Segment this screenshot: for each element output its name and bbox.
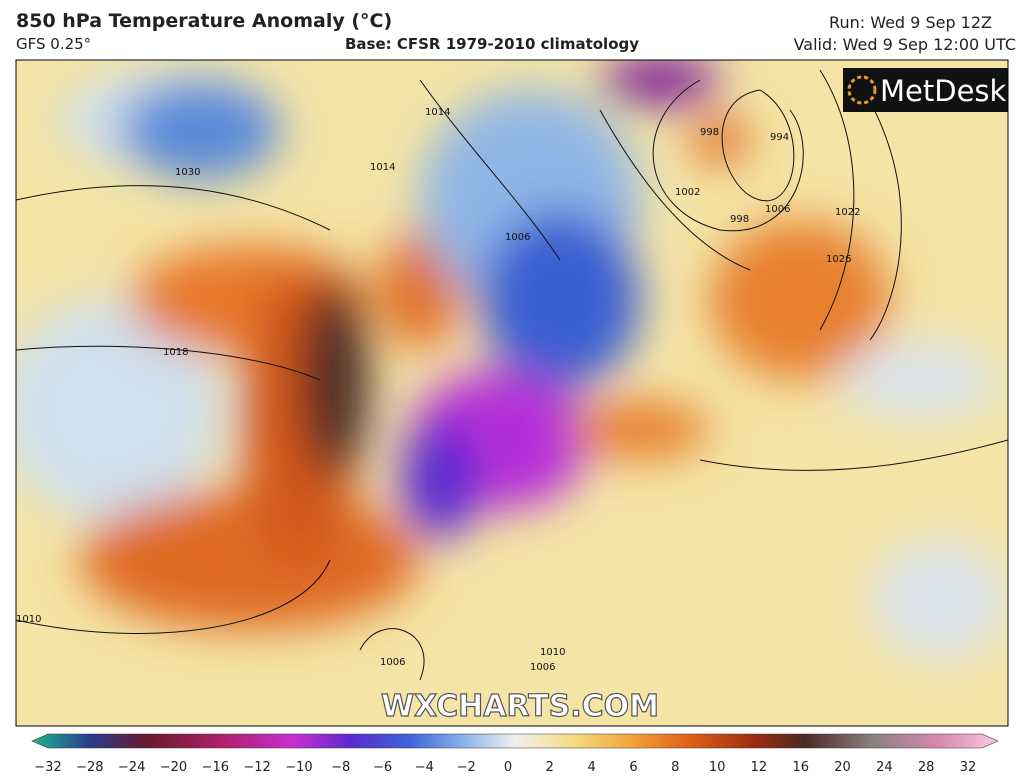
logo-box bbox=[843, 68, 1008, 112]
logo: MetDesk bbox=[880, 74, 1007, 108]
isobar-label: 1014 bbox=[425, 107, 450, 118]
isobar-label: 1014 bbox=[370, 162, 395, 173]
isobar-label: 1026 bbox=[826, 254, 851, 265]
colorbar-label: −2 bbox=[457, 760, 476, 775]
colorbar-label: 32 bbox=[960, 760, 977, 775]
colorbar-label: −6 bbox=[373, 760, 392, 775]
isobar-label: 1010 bbox=[16, 614, 41, 625]
colorbar-label: 20 bbox=[834, 760, 851, 775]
isobar-label: 994 bbox=[770, 132, 789, 143]
title: 850 hPa Temperature Anomaly (°C) bbox=[16, 10, 393, 32]
isobars bbox=[16, 69, 1008, 681]
valid: Valid: Wed 9 Sep 12:00 UTC bbox=[793, 35, 1016, 54]
colorbar-label: −16 bbox=[202, 760, 229, 775]
base: Base: CFSR 1979-2010 climatology bbox=[345, 35, 640, 53]
run: Run: Wed 9 Sep 12Z bbox=[829, 13, 992, 32]
colorbar-label: −10 bbox=[285, 760, 312, 775]
map-border bbox=[15, 59, 1009, 727]
isobar-label: 1006 bbox=[505, 232, 530, 243]
isobar-label: 1018 bbox=[163, 347, 188, 358]
colorbar-label: −24 bbox=[118, 760, 145, 775]
isobar-label: 998 bbox=[730, 214, 749, 225]
isobar-label: 1010 bbox=[540, 647, 565, 658]
logo-icon bbox=[847, 75, 877, 105]
map: 1030 1014 1014 1006 1002 998 994 1006 99… bbox=[16, 60, 1008, 726]
isobar-label: 1006 bbox=[380, 657, 405, 668]
colorbar-label: 0 bbox=[504, 760, 512, 775]
colorbar-label: 2 bbox=[546, 760, 554, 775]
watermark: WXCHARTS.COM bbox=[381, 689, 659, 724]
model: GFS 0.25° bbox=[16, 35, 92, 53]
colorbar-label: 24 bbox=[876, 760, 893, 775]
colorbar-label: 16 bbox=[792, 760, 809, 775]
isobar-label: 998 bbox=[700, 127, 719, 138]
colorbar-label: −32 bbox=[34, 760, 61, 775]
colorbar bbox=[31, 733, 999, 749]
colorbar-label: 28 bbox=[918, 760, 935, 775]
colorbar-label: 8 bbox=[671, 760, 679, 775]
isobar-label: 1022 bbox=[835, 207, 860, 218]
colorbar-label: 4 bbox=[587, 760, 595, 775]
colorbar-label: 12 bbox=[751, 760, 768, 775]
colorbar-label: −28 bbox=[76, 760, 103, 775]
colorbar-labels: −32 −28 −24 −20 −16 −12 −10 −8 −6 −4 −2 0 2 4 6 8 10 12 16… bbox=[34, 760, 976, 775]
isobar-label: 1006 bbox=[765, 204, 790, 215]
colorbar-label: −20 bbox=[160, 760, 187, 775]
colorbar-label: −8 bbox=[331, 760, 350, 775]
isobar-label: 1002 bbox=[675, 187, 700, 198]
isobar-label: 1006 bbox=[530, 662, 555, 673]
isobar-label: 1030 bbox=[175, 167, 200, 178]
colorbar-label: 6 bbox=[629, 760, 637, 775]
colorbar-label: 10 bbox=[709, 760, 726, 775]
colorbar-label: −4 bbox=[415, 760, 434, 775]
colorbar-label: −12 bbox=[243, 760, 270, 775]
